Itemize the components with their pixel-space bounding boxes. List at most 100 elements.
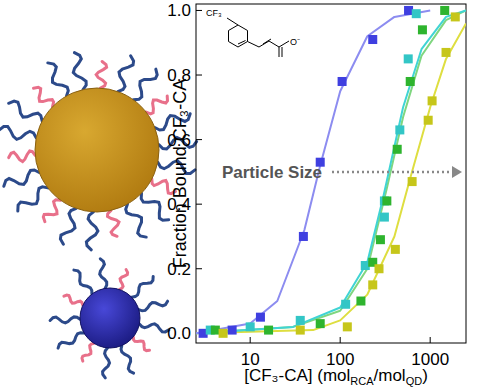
- ligand: [120, 270, 128, 290]
- data-point: [316, 319, 325, 328]
- ring: [229, 25, 248, 47]
- ligand: [146, 96, 167, 114]
- fit-group: [196, 11, 430, 334]
- data-point: [343, 322, 352, 331]
- ligand: [121, 346, 134, 374]
- ligand: [18, 187, 48, 211]
- ligand: [100, 259, 107, 289]
- y-tick-label: 1.0: [167, 1, 191, 20]
- data-point: [341, 300, 350, 309]
- ligand: [133, 69, 157, 100]
- data-point: [296, 316, 305, 325]
- data-point: [228, 326, 237, 335]
- data-point: [219, 329, 228, 338]
- data-point: [391, 245, 400, 254]
- data-point: [440, 6, 449, 15]
- fit-curve: [196, 11, 430, 334]
- annotation-arrow: [332, 171, 452, 174]
- core: [35, 88, 159, 212]
- data-point: [368, 35, 377, 44]
- data-point: [375, 264, 384, 273]
- chain: [248, 41, 290, 47]
- annotation: Particle Size: [222, 163, 322, 182]
- fit-group: [196, 11, 466, 334]
- bond: [279, 47, 280, 57]
- ligand: [43, 200, 60, 222]
- ligand: [73, 53, 86, 90]
- data-point: [393, 145, 402, 154]
- data-point: [408, 177, 417, 186]
- fit-group: [196, 11, 466, 334]
- data-point: [299, 232, 308, 241]
- x-axis-label-part: [CF₃-CA] (mol: [244, 366, 350, 385]
- ligand: [86, 212, 98, 250]
- data-point: [428, 96, 437, 105]
- y-tick-label: 0.0: [167, 324, 191, 343]
- data-point: [424, 116, 433, 125]
- x-axis-label-part: ): [422, 366, 428, 385]
- ligand: [108, 210, 120, 236]
- inset-label: O⁻: [290, 37, 300, 47]
- x-axis-label-part: QD: [406, 375, 423, 387]
- x-axis-label-part: RCA: [350, 375, 374, 387]
- particle: [50, 259, 169, 378]
- ligand: [9, 101, 43, 121]
- ligand: [139, 324, 168, 332]
- double-bond: [263, 39, 271, 44]
- data-point: [451, 12, 460, 21]
- ligand: [141, 193, 169, 220]
- data-point: [404, 6, 413, 15]
- x-tick: [340, 337, 341, 343]
- plot-marks: [196, 6, 466, 338]
- core: [80, 288, 140, 348]
- x-tick: [250, 337, 251, 343]
- x-axis-label-part: /mol: [374, 366, 406, 385]
- ligand: [0, 126, 36, 139]
- y-tick: [196, 10, 202, 11]
- data-point: [338, 77, 347, 86]
- particle: [0, 53, 197, 250]
- ligand: [34, 87, 54, 107]
- bond: [238, 41, 246, 45]
- data-point: [404, 54, 413, 63]
- data-point: [264, 326, 273, 335]
- data-point: [406, 77, 415, 86]
- ligand: [118, 56, 134, 92]
- ligand: [74, 270, 92, 294]
- bond: [227, 18, 238, 25]
- ligand: [133, 337, 149, 351]
- ligand: [82, 343, 94, 361]
- ligand: [139, 301, 168, 311]
- ligand: [48, 63, 69, 96]
- molecule-inset: [227, 18, 289, 57]
- y-tick: [196, 139, 202, 140]
- annotation-arrowhead: [452, 166, 462, 178]
- ligand: [132, 276, 154, 297]
- data-point: [211, 326, 220, 335]
- ligand: [64, 295, 83, 305]
- double-bond: [282, 47, 283, 57]
- ligand: [58, 333, 84, 348]
- fit-group: [196, 23, 466, 333]
- fit-curve: [196, 11, 466, 334]
- y-tick: [196, 204, 202, 205]
- ligand: [96, 62, 106, 89]
- nanoparticle-illustration: [0, 53, 197, 378]
- data-point: [412, 9, 421, 18]
- ligand: [4, 170, 39, 186]
- data-point: [442, 48, 451, 57]
- x-tick-label: 1000: [411, 350, 449, 369]
- data-point: [246, 322, 255, 331]
- figure: 0.00.20.40.60.81.0101001000Fraction Boun…: [0, 0, 480, 389]
- data-point: [395, 125, 404, 134]
- data-point: [256, 313, 265, 322]
- x-axis-label: [CF₃-CA] (molRCA/molQD): [244, 366, 428, 387]
- data-point: [296, 326, 305, 335]
- y-axis-label: Fraction Bound CF₃-CA: [170, 79, 190, 268]
- fit-curve: [196, 11, 466, 334]
- ligand: [103, 348, 110, 378]
- ligand: [60, 208, 76, 244]
- ligand: [126, 204, 147, 237]
- x-tick: [430, 337, 431, 343]
- ligand: [50, 317, 80, 323]
